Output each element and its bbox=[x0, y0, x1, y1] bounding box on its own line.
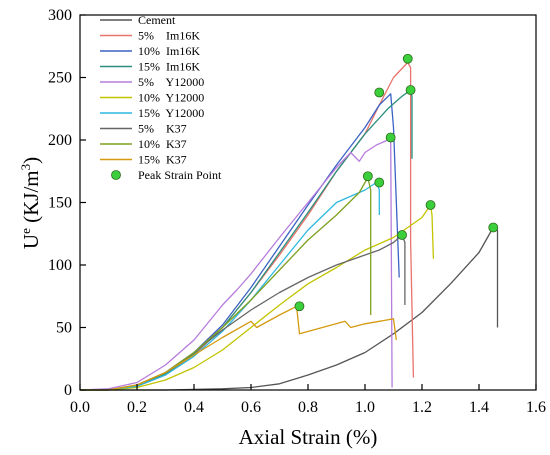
x-tick-label: 1.4 bbox=[469, 399, 489, 416]
legend-label: 15% Y12000 bbox=[138, 106, 204, 120]
y-axis-title-superscript: e bbox=[18, 228, 33, 234]
peak-strain-point bbox=[362, 171, 373, 182]
y-axis-title-base: U bbox=[19, 234, 43, 249]
legend-label: 10% K37 bbox=[138, 137, 187, 151]
y-tick-label: 100 bbox=[48, 257, 72, 274]
legend-label: 10% Y12000 bbox=[138, 91, 204, 105]
peak-strain-point bbox=[385, 132, 396, 143]
series-line-1 bbox=[80, 61, 415, 391]
y-axis-title: Ue (KJ/m3) bbox=[18, 157, 43, 249]
y-tick-label: 150 bbox=[48, 195, 72, 212]
y-axis-title-close: ) bbox=[19, 157, 43, 164]
series-line-6 bbox=[80, 181, 380, 391]
axes: 0.0 0.2 0.4 0.6 0.8 1.0 1.2 1.4 1.6 0 50 100 150 200 2… bbox=[48, 7, 546, 416]
y-tick-label: 0 bbox=[64, 382, 72, 399]
peak-strain-point bbox=[425, 200, 436, 210]
x-tick-label: 1.2 bbox=[412, 399, 432, 416]
x-tick-label: 1.6 bbox=[526, 399, 546, 416]
peak-markers bbox=[294, 53, 499, 312]
y-axis-title-unit-exponent: 3 bbox=[18, 164, 33, 171]
y-tick-label: 250 bbox=[48, 70, 72, 87]
legend-label: 5% Im16K bbox=[138, 29, 200, 43]
peak-strain-point bbox=[402, 53, 413, 64]
peak-strain-point bbox=[374, 87, 385, 98]
y-tick-label: 300 bbox=[48, 7, 72, 24]
y-tick-label: 200 bbox=[48, 132, 72, 149]
legend-label: 5% Y12000 bbox=[138, 75, 204, 89]
series-line-9 bbox=[80, 305, 397, 391]
legend-label: 15% Im16K bbox=[138, 60, 200, 74]
legend-marker bbox=[111, 170, 121, 180]
x-tick-label: 1.0 bbox=[355, 399, 375, 416]
peak-strain-point bbox=[405, 85, 416, 95]
legend-label: 5% K37 bbox=[138, 122, 187, 136]
x-tick-label: 0.4 bbox=[184, 399, 204, 416]
y-axis-title-unit: (KJ/m bbox=[19, 170, 43, 228]
x-tick-label: 0.6 bbox=[241, 399, 261, 416]
x-tick-label: 0.8 bbox=[298, 399, 318, 416]
legend-label: Cement bbox=[138, 13, 176, 27]
legend-label: 15% K37 bbox=[138, 153, 187, 167]
series-line-3 bbox=[80, 89, 413, 391]
x-tick-label: 0.0 bbox=[70, 399, 90, 416]
series-line-8 bbox=[80, 176, 372, 391]
peak-strain-point bbox=[294, 301, 305, 312]
series-line-4 bbox=[79, 139, 393, 391]
peak-strain-point bbox=[374, 177, 385, 188]
peak-strain-point bbox=[488, 222, 499, 233]
y-tick-label: 50 bbox=[56, 320, 72, 337]
x-tick-label: 0.2 bbox=[127, 399, 147, 416]
legend-label: 10% Im16K bbox=[138, 44, 200, 58]
legend-label: Peak Strain Point bbox=[138, 168, 222, 182]
series-line-2 bbox=[80, 93, 400, 391]
plot-lines bbox=[79, 61, 499, 391]
x-axis-title: Axial Strain (%) bbox=[239, 425, 378, 449]
peak-strain-point bbox=[397, 230, 407, 240]
series-line-5 bbox=[80, 204, 435, 391]
series-line-7 bbox=[80, 234, 406, 391]
series-line-0 bbox=[80, 226, 499, 391]
